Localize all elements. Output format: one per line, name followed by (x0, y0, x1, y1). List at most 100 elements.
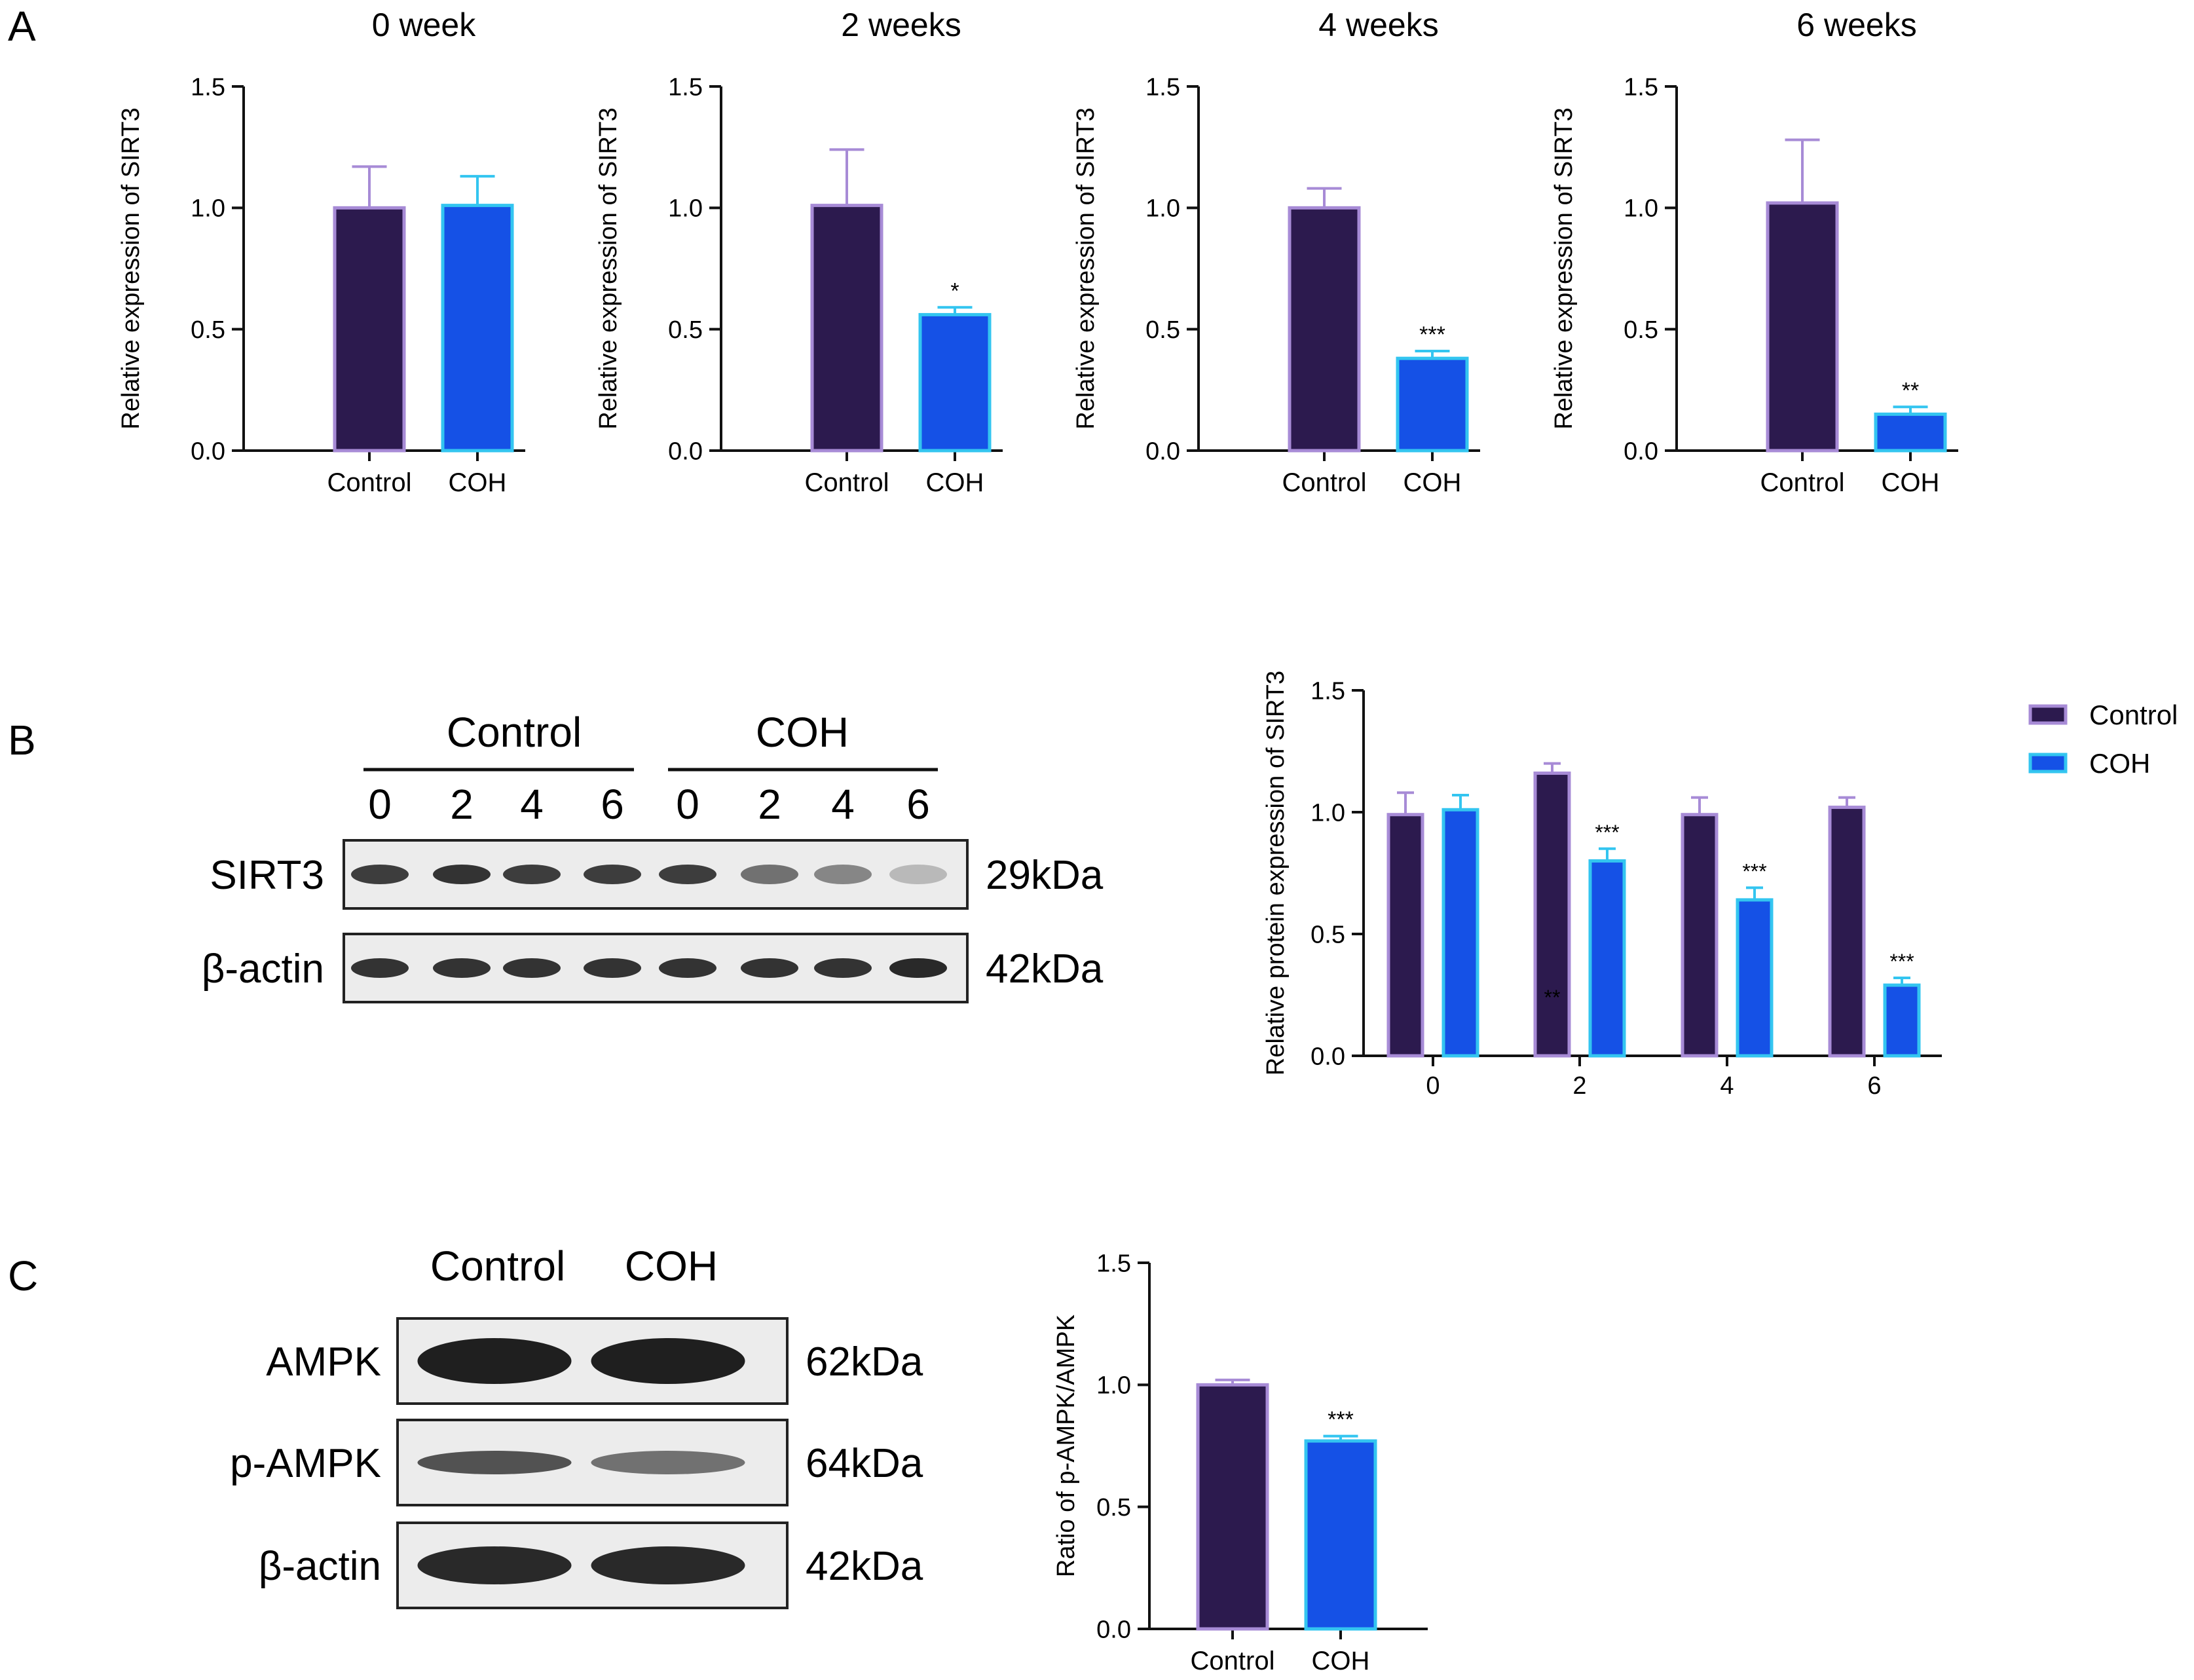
y-tick-label: 0.5 (1311, 921, 1345, 948)
x-tick-label: 4 (1720, 1072, 1734, 1100)
legend-swatch (2028, 753, 2068, 774)
legend-label: COH (2089, 748, 2150, 779)
protein-label: β-actin (202, 946, 324, 992)
band (591, 1338, 745, 1384)
x-tick-label: COH (926, 468, 984, 497)
x-tick-label: COH (449, 468, 507, 497)
band (814, 958, 872, 978)
significance-label: *** (1742, 859, 1766, 883)
band (503, 958, 561, 978)
size-label: 64kDa (806, 1441, 923, 1486)
y-tick-label: 0.5 (1096, 1494, 1131, 1521)
band (351, 958, 409, 978)
band (584, 865, 641, 884)
significance-label: *** (1595, 821, 1619, 844)
chart-title: 6 weeks (1796, 7, 1916, 43)
bar-control (1196, 1383, 1269, 1631)
y-tick-label: 1.5 (191, 73, 225, 101)
bar-control (1828, 806, 1866, 1058)
y-axis-label: Relative expression of SIRT3 (1072, 107, 1100, 429)
panel-label-c: C (8, 1252, 38, 1299)
lane-label: 2 (758, 781, 781, 828)
x-tick-label: Control (805, 468, 889, 497)
y-axis-label: Relative expression of SIRT3 (595, 107, 622, 429)
y-tick-label: 0.0 (191, 438, 225, 465)
bar-control (1386, 813, 1424, 1058)
band (591, 1546, 745, 1584)
bar-coh (1441, 808, 1479, 1058)
lane-label: 0 (676, 781, 699, 828)
protein-label: SIRT3 (210, 853, 324, 898)
protein-label: β-actin (259, 1544, 381, 1589)
significance-label: *** (1889, 950, 1914, 973)
x-tick-label: Control (327, 468, 412, 497)
y-tick-label: 0.0 (1624, 438, 1658, 465)
x-tick-label: Control (1760, 468, 1845, 497)
size-label: 42kDa (986, 946, 1104, 992)
chart-b: 0.0 0.5 1.0 1.5 Relative protein expression … (1262, 671, 2178, 1100)
chart-title: 2 weeks (841, 7, 961, 43)
chart-title: 4 weeks (1318, 7, 1438, 43)
lane-label: 4 (831, 781, 855, 828)
x-tick-label: 0 (1426, 1072, 1440, 1100)
panel-label-b: B (8, 717, 36, 764)
band (417, 1546, 572, 1584)
band (433, 865, 491, 884)
bar-control (1766, 201, 1839, 453)
y-tick-label: 1.5 (1145, 73, 1180, 101)
band (417, 1338, 572, 1384)
y-tick-label: 0.0 (1145, 438, 1180, 465)
x-tick-label: 2 (1572, 1072, 1586, 1100)
bar-coh (441, 204, 514, 453)
y-tick-label: 1.0 (1145, 195, 1180, 223)
protein-label: AMPK (266, 1339, 381, 1385)
band (433, 958, 491, 978)
y-tick-label: 0.0 (668, 438, 703, 465)
bar-coh (1588, 859, 1626, 1058)
x-tick-label: Control (1282, 468, 1367, 497)
y-tick-label: 1.0 (191, 195, 225, 223)
y-tick-label: 0.5 (668, 316, 703, 344)
x-tick-label: COH (1404, 468, 1462, 497)
chart-a-3: 0.0 0.5 1.0 1.5 Relative expression of SIRT3… (1550, 7, 1958, 497)
size-label: 62kDa (806, 1339, 923, 1385)
x-tick-label: Control (1191, 1647, 1275, 1675)
bar-coh (918, 312, 992, 453)
y-axis-label: Relative expression of SIRT3 (117, 107, 145, 429)
y-tick-label: 0.0 (1096, 1616, 1131, 1643)
y-tick-label: 1.0 (1311, 799, 1345, 827)
size-label: 42kDa (806, 1544, 923, 1589)
chart-c: 0.0 0.5 1.0 1.5 Ratio of p-AMPK/AMPK Control C… (1052, 1250, 1428, 1675)
y-axis-label: Relative expression of SIRT3 (1550, 107, 1578, 429)
blot-group-label: COH (756, 709, 849, 756)
bar-coh (1736, 898, 1774, 1058)
lane-label: 6 (906, 781, 930, 828)
bar-coh (1874, 412, 1947, 453)
bar-control (810, 204, 883, 453)
bar-control (1681, 813, 1719, 1058)
chart-a-1: 0.0 0.5 1.0 1.5 Relative expression of SIRT3… (595, 7, 1003, 497)
panel-label-a: A (8, 3, 36, 50)
lane-label: 6 (601, 781, 624, 828)
y-tick-label: 0.5 (191, 316, 225, 344)
protein-label: p-AMPK (230, 1441, 381, 1486)
x-tick-label: 6 (1867, 1072, 1881, 1100)
legend-label: Control (2089, 700, 2178, 730)
y-tick-label: 1.0 (1096, 1372, 1131, 1400)
y-tick-label: 1.5 (1624, 73, 1658, 101)
y-tick-label: 1.5 (1096, 1250, 1131, 1277)
size-label: 29kDa (986, 853, 1104, 898)
significance-label: *** (1419, 322, 1445, 347)
chart-title: 0 week (372, 7, 476, 43)
x-tick-label: COH (1882, 468, 1940, 497)
y-tick-label: 1.0 (1624, 195, 1658, 223)
y-axis-label: Ratio of p-AMPK/AMPK (1052, 1315, 1080, 1577)
significance-label: ** (1902, 378, 1919, 403)
y-tick-label: 0.5 (1624, 316, 1658, 344)
band (591, 1451, 745, 1474)
bar-control (1533, 771, 1571, 1058)
y-tick-label: 1.5 (1311, 677, 1345, 705)
lane-label: 4 (520, 781, 544, 828)
